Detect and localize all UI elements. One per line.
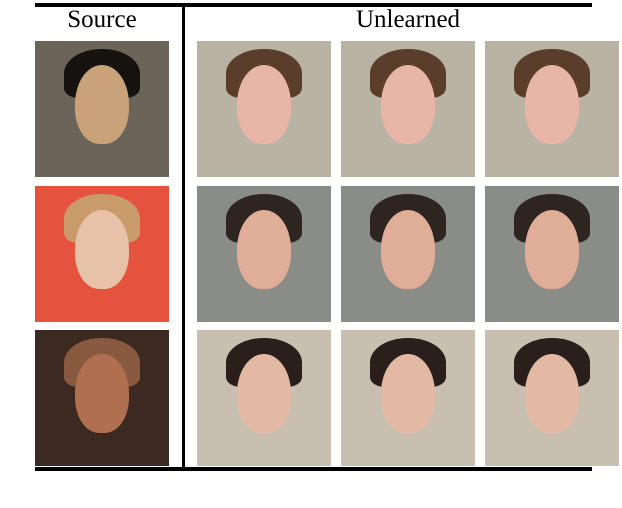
- unlearned-face-image: [341, 41, 475, 177]
- unlearned-face-image: [341, 186, 475, 322]
- top-rule: [35, 3, 592, 7]
- unlearned-header: Unlearned: [355, 6, 461, 33]
- unlearned-face-image: [485, 186, 619, 322]
- bottom-rule: [35, 467, 592, 471]
- source-face-image: [35, 330, 169, 466]
- unlearned-face-image: [485, 41, 619, 177]
- unlearned-face-image: [197, 186, 331, 322]
- source-header: Source: [67, 6, 137, 33]
- unlearned-face-image: [197, 330, 331, 466]
- source-face-image: [35, 186, 169, 322]
- unlearned-face-image: [485, 330, 619, 466]
- unlearned-face-image: [197, 41, 331, 177]
- unlearned-face-image: [341, 330, 475, 466]
- source-face-image: [35, 41, 169, 177]
- column-divider: [182, 3, 185, 471]
